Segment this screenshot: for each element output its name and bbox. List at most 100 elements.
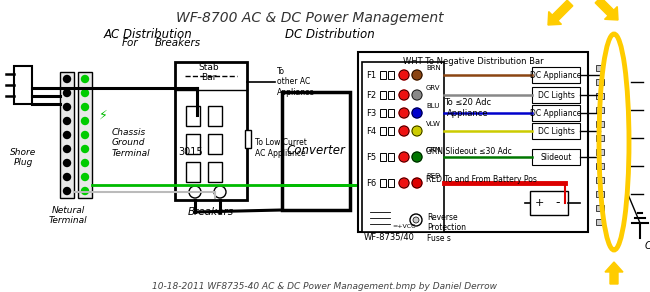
- Circle shape: [410, 214, 422, 226]
- Bar: [380, 71, 386, 79]
- Circle shape: [412, 90, 422, 100]
- Bar: [532, 67, 580, 83]
- Text: DC Lights: DC Lights: [538, 91, 575, 100]
- Text: F1: F1: [366, 70, 376, 79]
- Circle shape: [81, 145, 88, 152]
- Text: WF-8735/40: WF-8735/40: [364, 232, 415, 241]
- Bar: [596, 149, 604, 155]
- Circle shape: [412, 108, 422, 118]
- Text: Slideout: Slideout: [540, 152, 572, 161]
- Text: To
other AC
Appliance: To other AC Appliance: [277, 67, 315, 97]
- Text: To ≤20 Adc
Appliance: To ≤20 Adc Appliance: [445, 98, 491, 118]
- Circle shape: [412, 178, 422, 188]
- Bar: [208, 134, 222, 154]
- Text: DC Distribution: DC Distribution: [285, 28, 375, 41]
- Bar: [596, 163, 604, 169]
- Circle shape: [81, 159, 88, 166]
- Circle shape: [81, 131, 88, 138]
- Bar: [358, 52, 588, 232]
- Bar: [60, 72, 74, 198]
- Bar: [596, 135, 604, 141]
- Bar: [532, 105, 580, 121]
- Circle shape: [214, 186, 226, 198]
- Text: F5: F5: [366, 152, 376, 161]
- Circle shape: [81, 90, 88, 96]
- Text: =+VCC: =+VCC: [392, 223, 415, 229]
- Bar: [380, 179, 386, 187]
- Circle shape: [81, 103, 88, 110]
- Bar: [596, 121, 604, 127]
- Bar: [186, 134, 200, 154]
- Text: DC Appliance: DC Appliance: [530, 109, 582, 117]
- Text: RED: RED: [426, 173, 441, 179]
- Text: WF-8700 AC & DC Power Management: WF-8700 AC & DC Power Management: [176, 11, 444, 25]
- Bar: [380, 109, 386, 117]
- Text: Stab
Bar: Stab Bar: [199, 63, 219, 82]
- Bar: [532, 149, 580, 165]
- Text: Breakers: Breakers: [155, 38, 201, 48]
- Text: GRV: GRV: [426, 85, 441, 91]
- Polygon shape: [548, 0, 573, 25]
- Bar: [596, 177, 604, 183]
- Circle shape: [399, 126, 409, 136]
- Circle shape: [81, 187, 88, 194]
- Text: GRN Slideout ≤30 Adc: GRN Slideout ≤30 Adc: [426, 147, 512, 157]
- Text: ⚡: ⚡: [99, 109, 107, 121]
- Bar: [388, 179, 394, 187]
- Circle shape: [64, 117, 70, 124]
- Text: BRN: BRN: [426, 65, 441, 71]
- Circle shape: [399, 70, 409, 80]
- Text: VLW: VLW: [426, 121, 441, 127]
- Circle shape: [399, 152, 409, 162]
- Bar: [380, 127, 386, 135]
- Circle shape: [64, 159, 70, 166]
- Text: Chassis
Ground
Terminal: Chassis Ground Terminal: [112, 128, 151, 158]
- Circle shape: [64, 76, 70, 83]
- Bar: [175, 62, 247, 200]
- Bar: [208, 106, 222, 126]
- Circle shape: [399, 108, 409, 118]
- Bar: [596, 65, 604, 71]
- Bar: [14, 66, 32, 104]
- Text: WHT To Negative Distribution Bar: WHT To Negative Distribution Bar: [403, 57, 543, 66]
- Text: BLU: BLU: [426, 103, 439, 109]
- Bar: [388, 91, 394, 99]
- Bar: [596, 191, 604, 197]
- Bar: [532, 123, 580, 139]
- Text: F6: F6: [366, 178, 376, 187]
- Bar: [388, 127, 394, 135]
- Circle shape: [81, 173, 88, 180]
- Circle shape: [64, 90, 70, 96]
- Bar: [186, 106, 200, 126]
- Bar: [530, 191, 568, 215]
- Text: 3015: 3015: [178, 147, 203, 157]
- Text: Reverse
Protection
Fuse s: Reverse Protection Fuse s: [427, 213, 466, 243]
- Bar: [388, 109, 394, 117]
- Polygon shape: [595, 0, 618, 20]
- Bar: [388, 71, 394, 79]
- Polygon shape: [605, 262, 623, 284]
- Circle shape: [399, 178, 409, 188]
- Text: Netural
Terminal: Netural Terminal: [49, 206, 87, 225]
- Bar: [208, 162, 222, 182]
- Circle shape: [64, 131, 70, 138]
- Circle shape: [412, 152, 422, 162]
- Text: DC Lights: DC Lights: [538, 126, 575, 135]
- Text: RED To and From Battery Pos: RED To and From Battery Pos: [426, 175, 537, 183]
- Text: For: For: [122, 38, 138, 48]
- Circle shape: [64, 103, 70, 110]
- Bar: [596, 219, 604, 225]
- Circle shape: [413, 217, 419, 223]
- Text: Shore
Plug: Shore Plug: [10, 148, 36, 167]
- Bar: [380, 91, 386, 99]
- Circle shape: [64, 145, 70, 152]
- Bar: [380, 153, 386, 161]
- Bar: [245, 130, 251, 148]
- Circle shape: [81, 76, 88, 83]
- Bar: [596, 79, 604, 85]
- Circle shape: [412, 126, 422, 136]
- Bar: [186, 162, 200, 182]
- Bar: [362, 62, 444, 232]
- Circle shape: [189, 186, 201, 198]
- Text: F2: F2: [366, 91, 376, 100]
